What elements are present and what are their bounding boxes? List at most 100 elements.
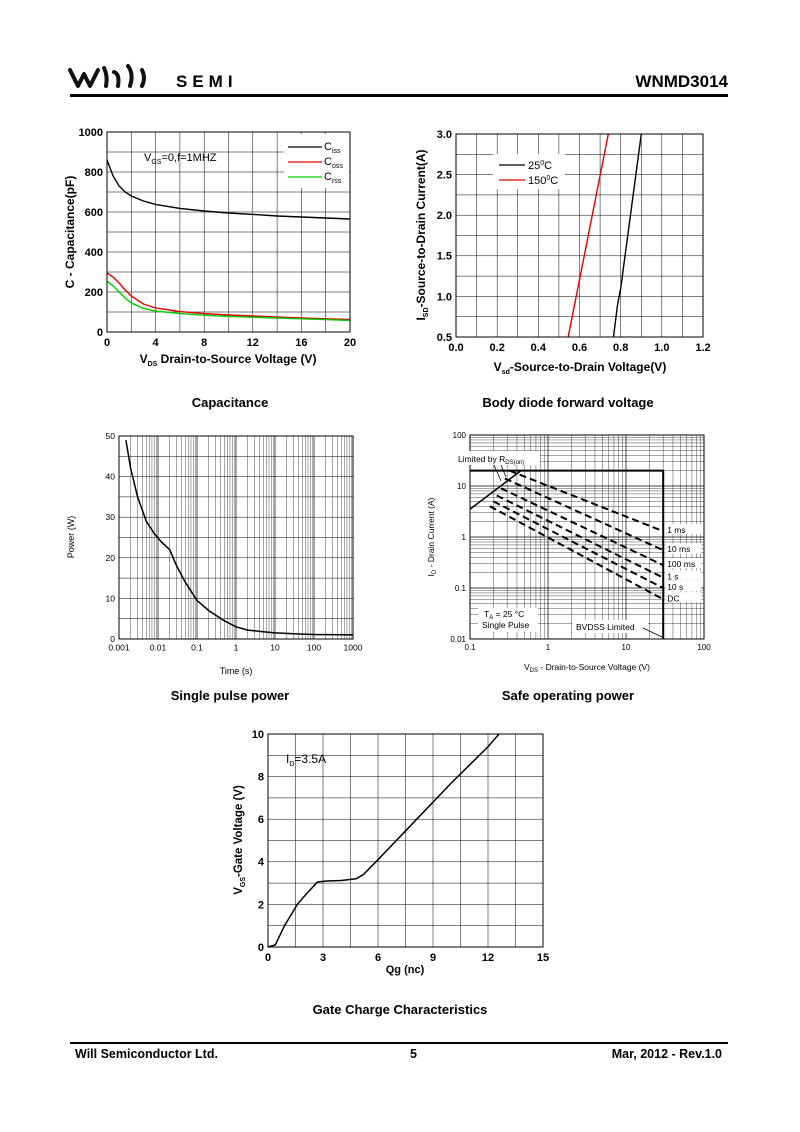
x-tick-label: 0.2 (490, 342, 505, 354)
body-diode-chart: 0.0 0.2 0.4 0.6 0.8 1.0 1.2 0.5 1.0 1.5 2.0 2.5 3.0… (414, 129, 711, 376)
x-tick-label: 9 (430, 952, 436, 964)
x-tick-label: 100 (307, 643, 321, 653)
x-tick-label: 100 (697, 643, 711, 652)
series-lines (267, 733, 500, 948)
series-line-2 (106, 272, 351, 321)
x-tick-label: 10 (270, 643, 280, 653)
legend-150c: 1500C (528, 175, 558, 187)
series-line-1 (125, 439, 354, 636)
curve-label: 10 ms (667, 544, 690, 554)
y-tick-label: 100 (453, 431, 467, 440)
series-line-2 (504, 477, 664, 552)
curve-label: 1 ms (667, 525, 685, 535)
x-tick-label: 16 (295, 337, 307, 349)
y-tick-labels: 0 10 20 30 40 50 (106, 431, 116, 644)
x-tick-label: 1000 (344, 643, 363, 653)
y-tick-labels: 0.5 1.0 1.5 2.0 2.5 3.0 (437, 129, 452, 344)
x-tick-label: 0.4 (531, 342, 547, 354)
series-line-3 (106, 280, 351, 322)
y-tick-label: 10 (252, 729, 264, 741)
plot-frame (267, 733, 544, 948)
footer-rule (70, 1042, 728, 1044)
curve-label: DC (667, 593, 679, 603)
x-tick-label: 1.0 (654, 342, 669, 354)
single-pulse-power-chart: 0.001 0.01 0.1 1 10 100 1000 0 10 20 30 40 50 Time … (66, 431, 363, 676)
brand-logo (68, 64, 146, 88)
x-tick-label: 3 (320, 952, 326, 964)
ta-annotation: TA = 25 °C (484, 609, 524, 621)
footer-revision: Mar, 2012 - Rev.1.0 (611, 1047, 722, 1061)
caption-body-diode: Body diode forward voltage (482, 395, 654, 410)
y-tick-label: 40 (106, 472, 116, 482)
x-tick-label: 0.1 (191, 643, 203, 653)
part-number: WNMD3014 (635, 72, 728, 91)
series-line-3 (500, 487, 664, 567)
y-tick-label: 2 (258, 899, 264, 911)
caption-gate-charge: Gate Charge Characteristics (312, 1002, 488, 1017)
x-tick-label: 1 (234, 643, 239, 653)
plot-frame (455, 133, 704, 338)
y-tick-label: 2.0 (437, 210, 452, 222)
series-lines (567, 133, 642, 338)
x-tick-label: 15 (537, 952, 549, 964)
series-lines (106, 159, 351, 322)
single-pulse-annotation: Single Pulse (482, 620, 530, 630)
series-line-1 (509, 469, 664, 533)
y-tick-labels: 0 200 400 600 800 1000 (79, 127, 103, 339)
legend: 250C 1500C (499, 160, 558, 187)
y-tick-label: 1.0 (437, 291, 452, 303)
y-tick-label: 800 (85, 167, 103, 179)
y-axis-label: C - Capacitance(pF) (63, 176, 77, 289)
x-tick-label: 20 (344, 337, 356, 349)
x-tick-labels: 0.0 0.2 0.4 0.6 0.8 1.0 1.2 (448, 342, 710, 354)
caption-single-pulse: Single pulse power (170, 688, 290, 703)
header-rule (70, 94, 728, 97)
x-tick-labels: 0 3 6 9 12 15 (265, 952, 549, 964)
curve-label: 10 s (667, 582, 683, 592)
y-tick-label: 0.1 (455, 584, 467, 593)
x-tick-label: 0 (104, 337, 110, 349)
x-tick-label: 10 (622, 643, 631, 652)
rdson-limit-line (469, 470, 522, 510)
y-tick-label: 8 (258, 771, 264, 783)
x-tick-label: 1.2 (695, 342, 710, 354)
legend-25c: 250C (528, 160, 552, 172)
brand-name: SEMI (176, 72, 238, 91)
y-tick-label: 2.5 (437, 169, 452, 181)
x-tick-label: 0 (265, 952, 271, 964)
x-tick-label: 8 (201, 337, 207, 349)
y-tick-label: 3.0 (437, 129, 452, 141)
x-tick-label: 6 (375, 952, 381, 964)
series-lines (125, 439, 354, 636)
id-annotation: ID=3.5A (286, 752, 326, 768)
x-tick-label: 0.6 (572, 342, 587, 354)
series-line-1 (612, 133, 642, 338)
curve-label: 1 s (667, 572, 678, 582)
y-tick-label: 50 (106, 431, 116, 441)
y-tick-labels: 0.01 0.1 1 10 100 (450, 431, 466, 644)
footer-page-number: 5 (410, 1047, 417, 1061)
y-tick-label: 0 (97, 327, 103, 339)
plot-grid (268, 734, 543, 947)
caption-capacitance: Capacitance (191, 395, 269, 410)
plot-frame (106, 131, 351, 333)
y-axis-label: Power (W) (66, 516, 76, 559)
caption-soa: Safe operating power (501, 688, 635, 703)
y-tick-label: 600 (85, 207, 103, 219)
x-tick-labels: 0.001 0.01 0.1 1 10 100 1000 (108, 643, 362, 653)
y-tick-label: 1000 (79, 127, 103, 139)
x-axis-label: Qg (nc) (386, 964, 425, 976)
bvdss-annotation: BVDSS Limited (576, 622, 635, 632)
plot-frame (469, 434, 705, 640)
capacitance-chart: 0 4 8 12 16 20 0 200 400 600 800 1000 VDS Drain-to… (63, 127, 356, 368)
series-line-1 (106, 159, 351, 220)
y-tick-label: 0.5 (437, 332, 452, 344)
y-axis-label: ID - Drain Current (A) (426, 497, 438, 576)
x-axis-label: VDS - Drain-to-Source Voltage (V) (524, 662, 650, 674)
plot-frame (118, 435, 354, 640)
y-tick-label: 1 (462, 533, 467, 542)
y-tick-label: 30 (106, 512, 116, 522)
y-tick-label: 0 (110, 634, 115, 644)
curve-label: 100 ms (667, 559, 695, 569)
